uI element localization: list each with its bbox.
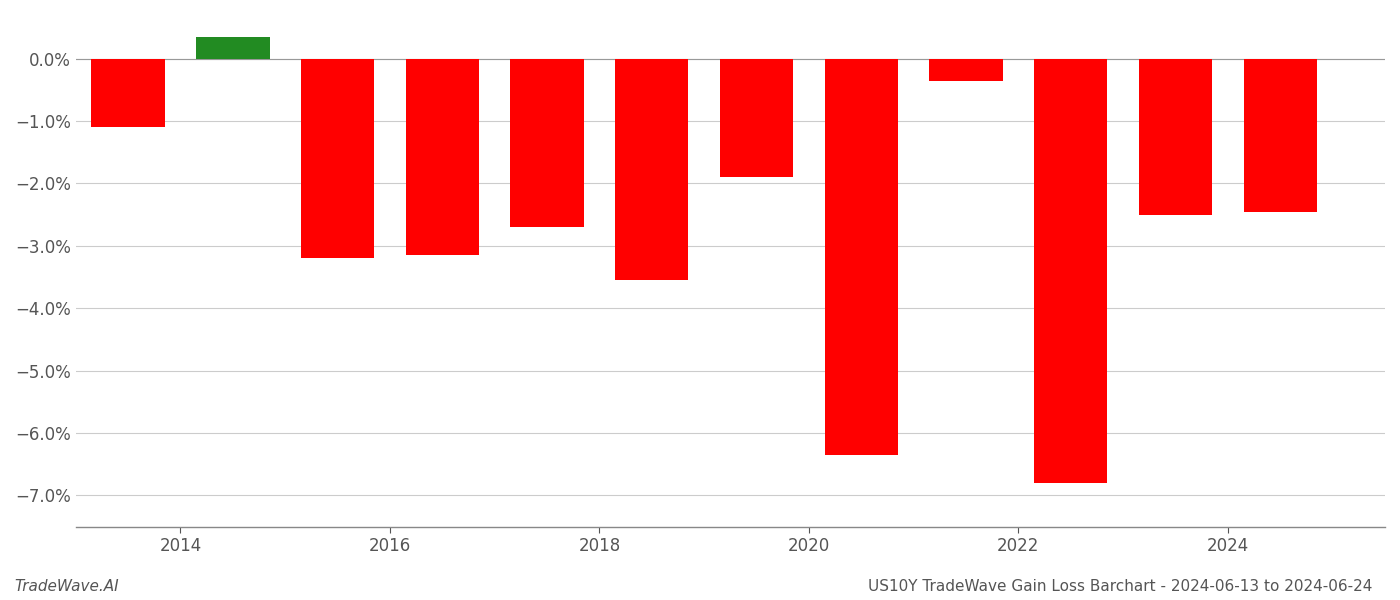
Bar [301, 59, 374, 259]
Bar [196, 37, 270, 59]
Bar [1243, 59, 1317, 212]
Bar [615, 59, 689, 280]
Bar [91, 59, 165, 127]
Text: US10Y TradeWave Gain Loss Barchart - 2024-06-13 to 2024-06-24: US10Y TradeWave Gain Loss Barchart - 202… [868, 579, 1372, 594]
Bar [930, 59, 1002, 80]
Bar [825, 59, 897, 455]
Bar [511, 59, 584, 227]
Bar [1035, 59, 1107, 483]
Text: TradeWave.AI: TradeWave.AI [14, 579, 119, 594]
Bar [720, 59, 794, 177]
Bar [406, 59, 479, 255]
Bar [1138, 59, 1212, 215]
